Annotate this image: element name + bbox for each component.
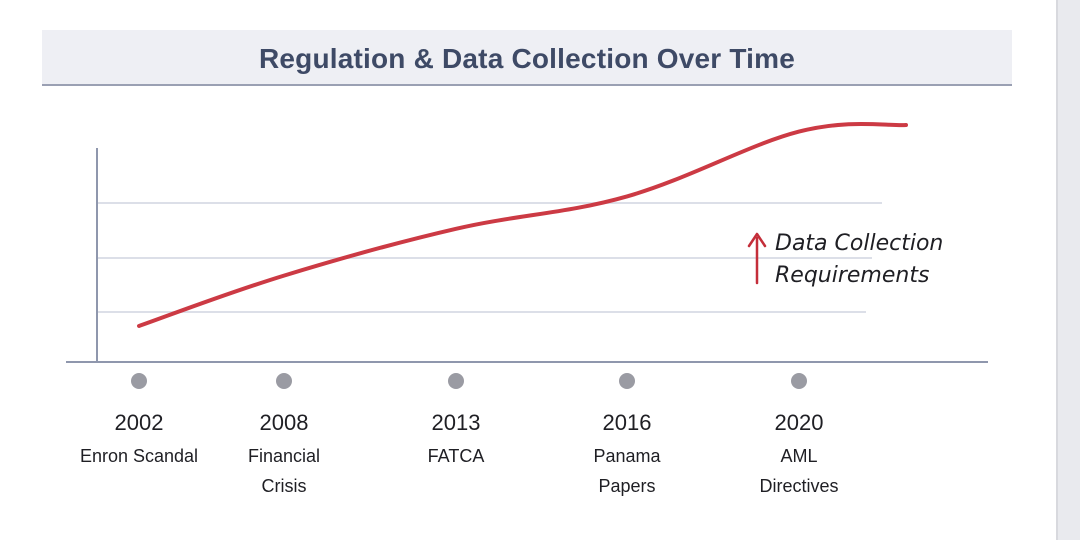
event-label-2016: Panama Papers: [593, 446, 661, 496]
series-line: [137, 121, 908, 328]
event-label-line: Directives: [759, 476, 838, 496]
tick-label-2013: 2013: [432, 410, 481, 435]
tick-label-2008: 2008: [260, 410, 309, 435]
event-label-line: AML: [780, 446, 817, 466]
tick-label-2002: 2002: [115, 410, 164, 435]
line-chart: 2002 Enron Scandal 2008 Financial Crisis 2013…: [66, 121, 988, 496]
up-arrow-icon: [747, 232, 767, 248]
tick-label-2016: 2016: [603, 410, 652, 435]
title-band: Regulation & Data Collection Over Time: [42, 30, 1012, 86]
timeline-marker-2020: [791, 373, 807, 389]
annotation-line: Requirements: [775, 263, 929, 288]
event-label-line: Panama: [593, 446, 661, 466]
event-label-line: FATCA: [428, 446, 485, 466]
event-label-line: Enron Scandal: [80, 446, 198, 466]
annotation-label: Data Collection Requirements: [775, 231, 943, 288]
chart-title: Regulation & Data Collection Over Time: [258, 43, 796, 74]
event-label-2013: FATCA: [428, 446, 485, 466]
chart-card: Regulation & Data Collection Over Time 2…: [0, 0, 1058, 540]
tick-label-2020: 2020: [775, 410, 824, 435]
timeline-marker-2008: [276, 373, 292, 389]
timeline-marker-2013: [448, 373, 464, 389]
timeline-marker-2002: [131, 373, 147, 389]
event-label-line: Crisis: [262, 476, 307, 496]
event-label-2008: Financial Crisis: [248, 446, 320, 496]
event-label-line: Papers: [598, 476, 655, 496]
event-label-2020: AML Directives: [759, 446, 838, 496]
event-label-2002: Enron Scandal: [80, 446, 198, 466]
timeline-marker-2016: [619, 373, 635, 389]
event-label-line: Financial: [248, 446, 320, 466]
annotation-line: Data Collection: [775, 231, 943, 256]
